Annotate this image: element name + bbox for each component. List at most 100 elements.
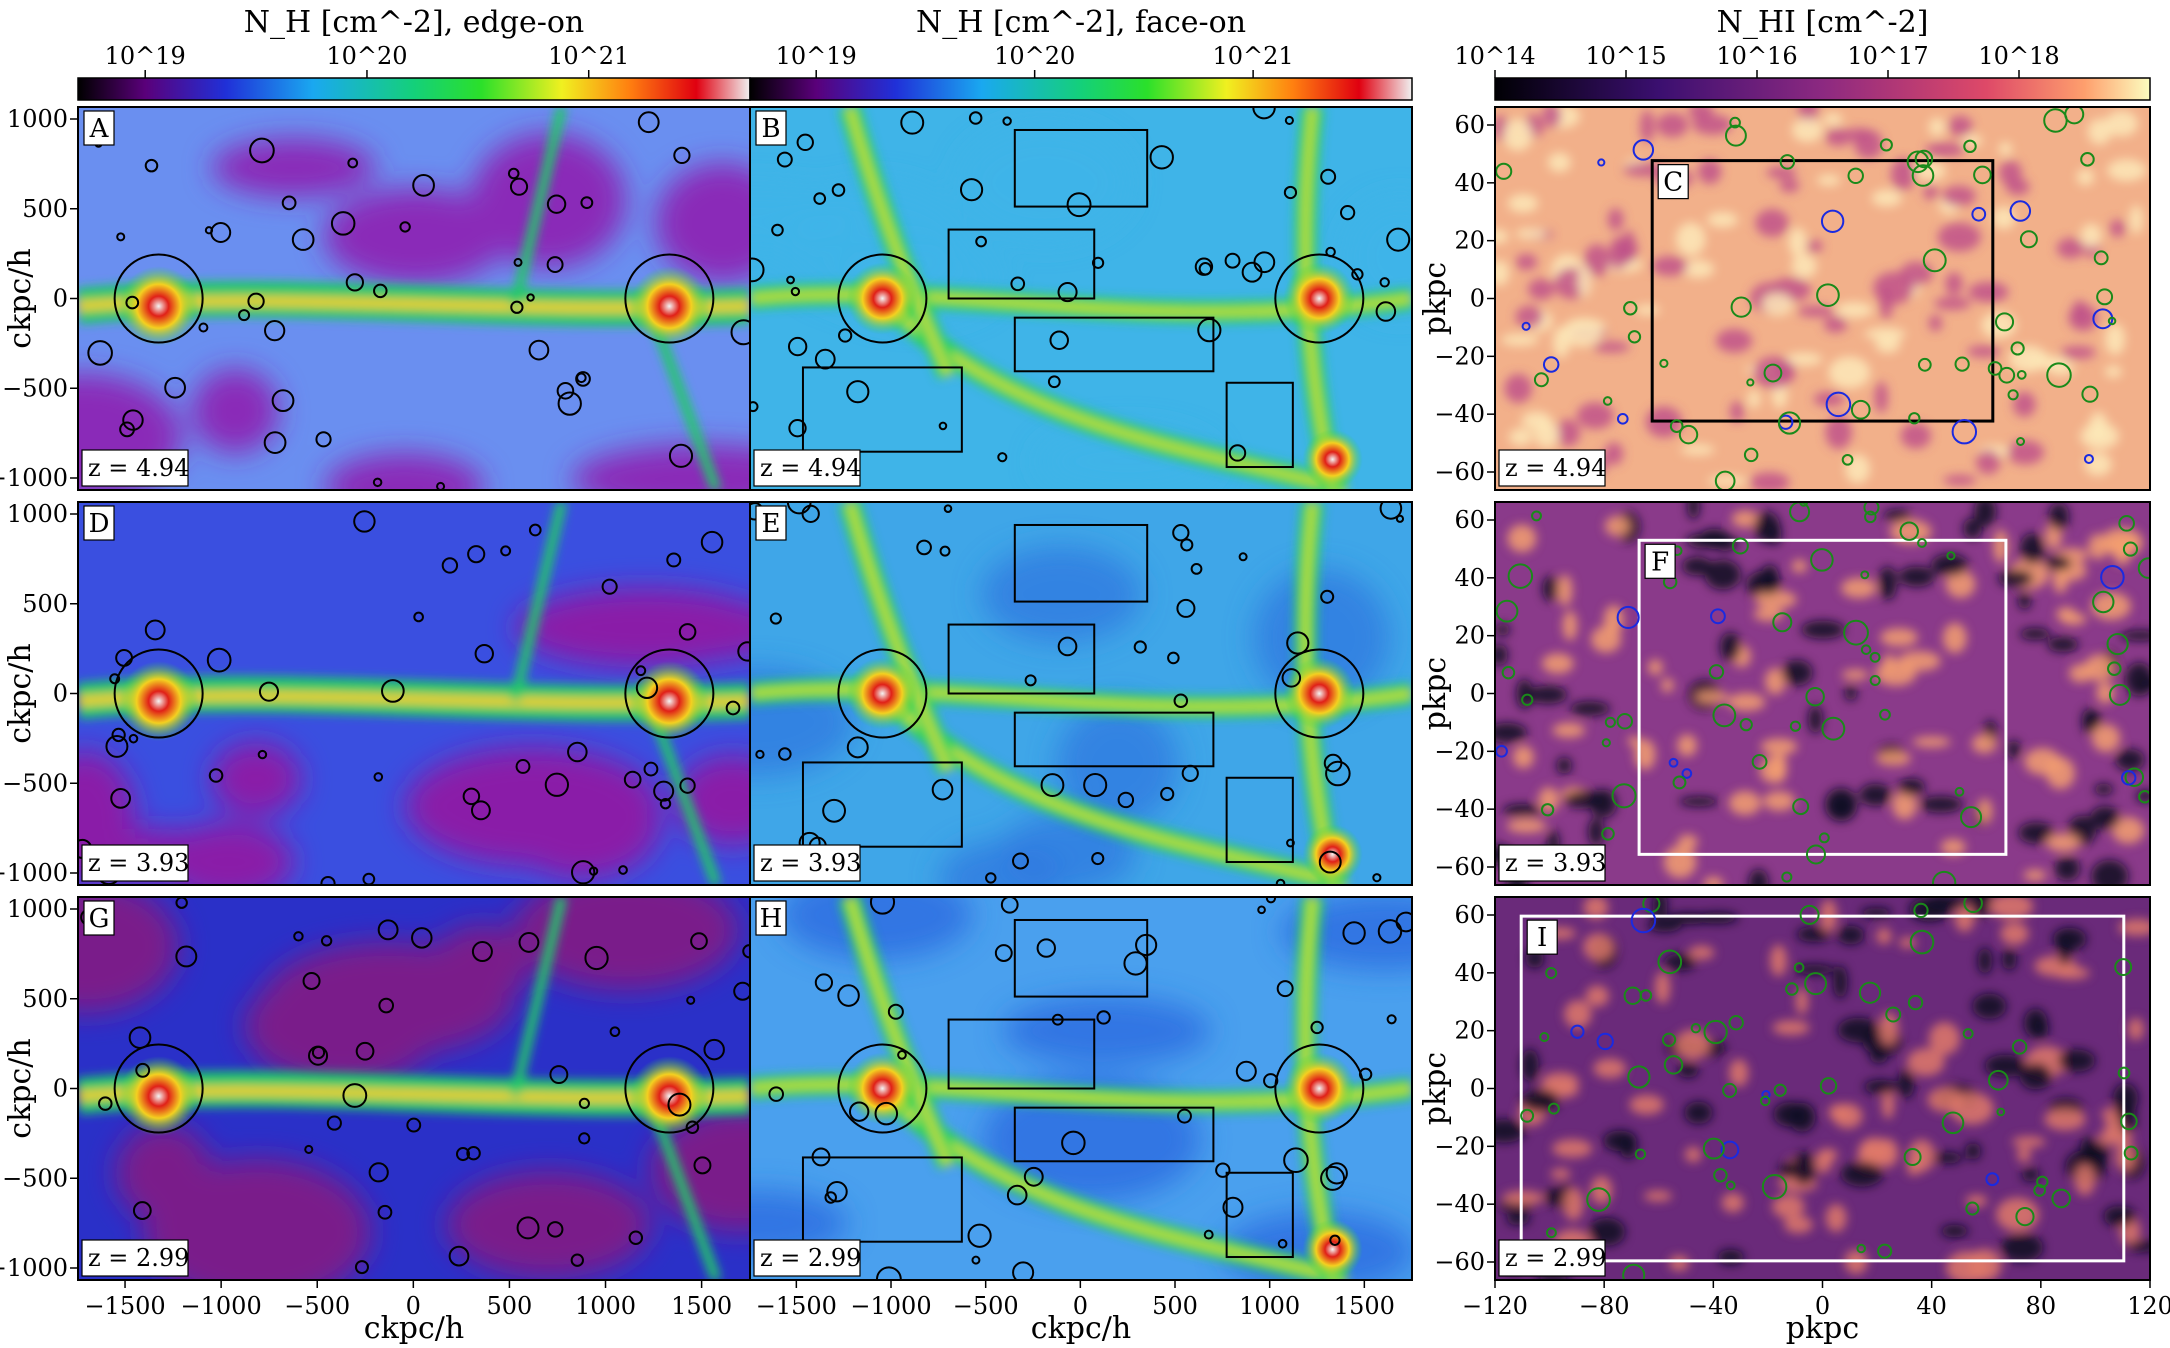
subhalo-circle (1616, 713, 1634, 730)
hi-cloud (2012, 391, 2036, 417)
hi-cloud (1854, 129, 1883, 159)
subhalo-circle (257, 749, 268, 760)
hi-cloud (1555, 419, 1581, 447)
hi-cloud (1968, 281, 2009, 303)
hi-cloud (1791, 559, 1808, 573)
hi-cloud (1898, 566, 1935, 587)
colorbar-tick-label: 10^21 (548, 42, 629, 70)
hi-cloud (1695, 690, 1729, 704)
host-halo-circle (113, 1043, 204, 1134)
subhalo-circle (1724, 124, 1747, 147)
zoom-box (1519, 914, 2126, 1263)
x-tick-label: 120 (2127, 1292, 2170, 1320)
subhalo-circle (570, 1253, 584, 1267)
void-region (649, 1107, 750, 1233)
subhalo-circle (571, 860, 596, 885)
subhalo-circle (304, 1144, 314, 1155)
subhalo-circle (1602, 396, 1613, 406)
subhalo-circle (1047, 375, 1061, 389)
subhalo-circle (302, 971, 321, 990)
colorbar-1: N_H [cm^-2], edge-on 10^19 10^20 10^21 (77, 5, 751, 101)
hi-cloud (1495, 260, 1510, 286)
subhalo-circle (685, 1120, 700, 1134)
subhalo-circle (737, 641, 750, 662)
hi-cloud (2088, 533, 2108, 560)
redshift-label: z = 4.94 (88, 454, 189, 482)
subhalo-circle (1320, 1165, 1346, 1191)
hi-cloud (1520, 1089, 1560, 1113)
hi-cloud (2089, 411, 2108, 442)
hi-cloud (1590, 626, 1622, 653)
hi-cloud (2044, 555, 2072, 572)
y-tick-label: −20 (1434, 737, 1485, 765)
subhalo-circle (412, 173, 435, 197)
subhalo-circle (258, 681, 280, 702)
y-tick-label: −500 (2, 374, 68, 402)
hi-cloud (2000, 1233, 2044, 1262)
subhalo-circle (1596, 1032, 1614, 1051)
y-tick-label: 500 (22, 590, 68, 618)
redshift-label: z = 2.99 (88, 1244, 189, 1272)
redshift-box (1498, 844, 1606, 882)
subhalo-circle (125, 295, 140, 310)
subhalo-circle (1998, 366, 2016, 384)
subhalo-circle (528, 523, 542, 537)
subhalo-circle (2036, 1175, 2049, 1189)
subhalo-circle (1133, 640, 1147, 654)
subhalo-circle (703, 1038, 725, 1061)
subhalo-circle (1720, 1140, 1740, 1160)
hi-cloud (1583, 897, 1609, 920)
y-tick-label: −20 (1434, 1132, 1485, 1160)
y-tick-label: 20 (1454, 227, 1485, 255)
hi-cloud (1898, 937, 1917, 949)
subhalo-circle (730, 319, 750, 346)
subhalo-circle (796, 133, 814, 152)
subhalo-circle (601, 578, 618, 595)
sightline-box (1225, 776, 1294, 864)
subhalo-circle (1601, 738, 1611, 748)
subhalo-circle (725, 700, 741, 716)
subhalo-circle (874, 1101, 899, 1126)
subhalo-circle (98, 1096, 113, 1111)
subhalo-circle (263, 431, 287, 454)
subhalo-circle (1931, 870, 1957, 885)
x-tick-label: 40 (1916, 1292, 1947, 1320)
colorbar-tick-label: 10^19 (776, 42, 857, 70)
subhalo-circle (1342, 921, 1366, 945)
sightline-box (1013, 128, 1149, 208)
subhalo-circle (377, 919, 399, 941)
halo (629, 661, 710, 742)
hi-cloud (1557, 574, 1573, 607)
panel-frame (749, 501, 1413, 886)
hi-cloud (1972, 993, 2007, 1020)
subhalo-circle (372, 477, 383, 488)
hi-cloud (1992, 206, 2016, 230)
subhalo-circle (1669, 419, 1684, 433)
hi-cloud (1500, 333, 1539, 346)
hi-cloud (1924, 897, 1968, 911)
halo (118, 266, 199, 347)
hi-cloud (2109, 219, 2126, 237)
subhalo-circle (1235, 1060, 1257, 1082)
hi-cloud (2080, 223, 2102, 248)
subhalo-circle (546, 1221, 564, 1238)
hi-cloud (1643, 1190, 1673, 1202)
subhalo-circle (1601, 826, 1615, 841)
subhalo-circle (1906, 150, 1930, 174)
subhalo-circle (2114, 958, 2133, 977)
hi-cloud (1927, 1087, 1963, 1112)
subhalo-circle (788, 419, 807, 438)
host-halo-circle (624, 1043, 715, 1134)
panel-image (750, 502, 1412, 885)
host-halo-circle (1274, 253, 1365, 344)
subhalo-circle (1899, 521, 1919, 541)
colorbar-gradient (1494, 77, 2151, 101)
hi-cloud (1651, 256, 1688, 276)
hi-cloud (1897, 1069, 1915, 1099)
subhalo-circle (2015, 1206, 2035, 1227)
hi-cloud (1678, 796, 1719, 807)
subhalo-circle (811, 1147, 831, 1167)
subhalo-circle (967, 1223, 992, 1248)
hi-cloud (2023, 869, 2047, 881)
subhalo-circle (1325, 760, 1351, 787)
